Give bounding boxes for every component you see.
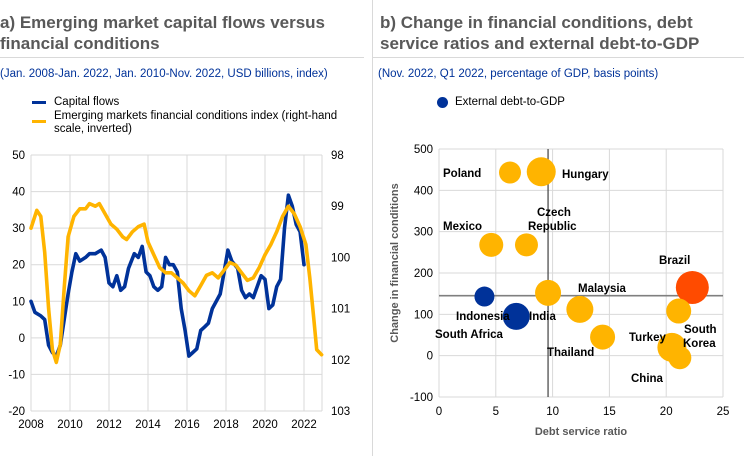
y-tick-label: 200	[414, 268, 433, 280]
point-label: Malaysia	[578, 283, 627, 295]
y-tick-label: 100	[414, 309, 433, 321]
x-tick-label: 2018	[213, 419, 239, 431]
legend-swatch-yellow	[32, 120, 46, 123]
y-tick-label: 400	[414, 185, 433, 197]
panel-a-subtitle: (Jan. 2008-Jan. 2022, Jan. 2010-Nov. 202…	[0, 68, 328, 80]
panel-separator	[372, 0, 373, 456]
point-label-line: South	[684, 324, 717, 336]
point-label: Brazil	[659, 255, 690, 267]
y2-tick-label: 102	[331, 355, 350, 367]
y-tick-label: 0	[19, 333, 25, 345]
y-tick-label: 300	[414, 227, 433, 239]
point-label: South Korea	[683, 324, 717, 350]
legend-label-fci: Emerging markets financial conditions in…	[54, 110, 338, 135]
x-tick-label: 25	[717, 406, 730, 418]
panel-a-title: a) Emerging market capital flows versus …	[0, 13, 326, 53]
y-tick-label: 40	[12, 187, 25, 199]
point-label: Poland	[443, 168, 481, 180]
bubble-indonesia	[474, 286, 495, 307]
capital-flows-line	[29, 193, 306, 358]
point-label: Mexico	[443, 221, 482, 233]
y-tick-label: 50	[12, 150, 25, 162]
bubble-poland	[499, 161, 521, 184]
point-label: Czech Republic	[528, 207, 577, 233]
x-tick-label: 20	[660, 406, 673, 418]
panel-a-legend: Capital flows Emerging markets financial…	[32, 96, 362, 136]
x-tick-label: 5	[493, 406, 499, 418]
panel-b-title: b) Change in financial conditions, debt …	[380, 13, 700, 53]
bubble-mexico	[479, 232, 504, 257]
x-tick-label: 2012	[96, 419, 122, 431]
fci-line	[29, 201, 324, 365]
y-tick-label: 500	[414, 144, 433, 156]
panel-a-divider	[0, 57, 364, 58]
y-tick-label: 10	[12, 296, 25, 308]
y2-tick-label: 98	[331, 150, 344, 162]
y-tick-label: 0	[427, 351, 433, 363]
point-label: Indonesia	[456, 311, 510, 323]
x-tick-label: 2020	[252, 419, 278, 431]
x-tick-label: 2022	[291, 419, 317, 431]
y2-tick-label: 101	[331, 304, 350, 316]
bubble-south-korea	[666, 298, 692, 324]
x-axis-title: Debt service ratio	[535, 426, 628, 438]
bubble-china	[668, 346, 692, 370]
bubble-hungary	[526, 157, 556, 187]
panel-b-divider	[373, 57, 744, 58]
y-tick-label: 20	[12, 260, 25, 272]
panel-b-legend: External debt-to-GDP	[437, 96, 565, 109]
bubble-brazil	[675, 270, 709, 304]
chart-b-points	[474, 157, 709, 370]
panel-b-subtitle: (Nov. 2022, Q1 2022, percentage of GDP, …	[378, 68, 659, 80]
x-tick-label: 0	[436, 406, 442, 418]
point-label: Hungary	[562, 169, 609, 181]
chart-a-grid	[30, 154, 323, 412]
x-tick-label: 2008	[18, 419, 44, 431]
point-label: Thailand	[547, 347, 594, 359]
bubble-malaysia	[566, 295, 594, 323]
chart-a-lines	[29, 193, 324, 365]
x-tick-label: 15	[603, 406, 616, 418]
point-label-line: Korea	[683, 338, 716, 350]
bubble-south-africa	[502, 302, 530, 330]
legend-label-external-debt: External debt-to-GDP	[455, 96, 565, 108]
point-label: South Africa	[435, 329, 504, 341]
legend-item-external-debt: External debt-to-GDP	[437, 96, 565, 109]
point-label: Turkey	[629, 332, 666, 344]
bubble-czech-republic	[514, 233, 538, 257]
point-label: India	[529, 311, 556, 323]
x-tick-label: 2016	[174, 419, 200, 431]
x-tick-label: 2010	[57, 419, 83, 431]
y-axis-title: Change in financial conditions	[389, 183, 401, 343]
legend-swatch-blue-dot	[437, 97, 448, 108]
point-label: China	[631, 373, 664, 385]
y2-tick-label: 100	[331, 252, 350, 264]
legend-label-capital-flows: Capital flows	[54, 96, 120, 108]
y2-tick-label: 103	[331, 406, 350, 418]
y-tick-label: -100	[410, 392, 433, 404]
y-tick-label: -20	[8, 406, 25, 418]
y-tick-label: 30	[12, 223, 25, 235]
legend-item-capital-flows: Capital flows	[32, 96, 362, 110]
point-label-line: Czech	[537, 207, 571, 219]
legend-item-fci: Emerging markets financial conditions in…	[32, 110, 362, 136]
point-label-line: Republic	[528, 221, 577, 233]
x-tick-label: 2014	[135, 419, 161, 431]
y2-tick-label: 99	[331, 201, 344, 213]
legend-swatch-blue	[32, 101, 46, 104]
bubble-thailand	[590, 324, 616, 350]
x-tick-label: 10	[546, 406, 559, 418]
y-tick-label: -10	[8, 369, 25, 381]
bubble-india	[535, 279, 562, 306]
